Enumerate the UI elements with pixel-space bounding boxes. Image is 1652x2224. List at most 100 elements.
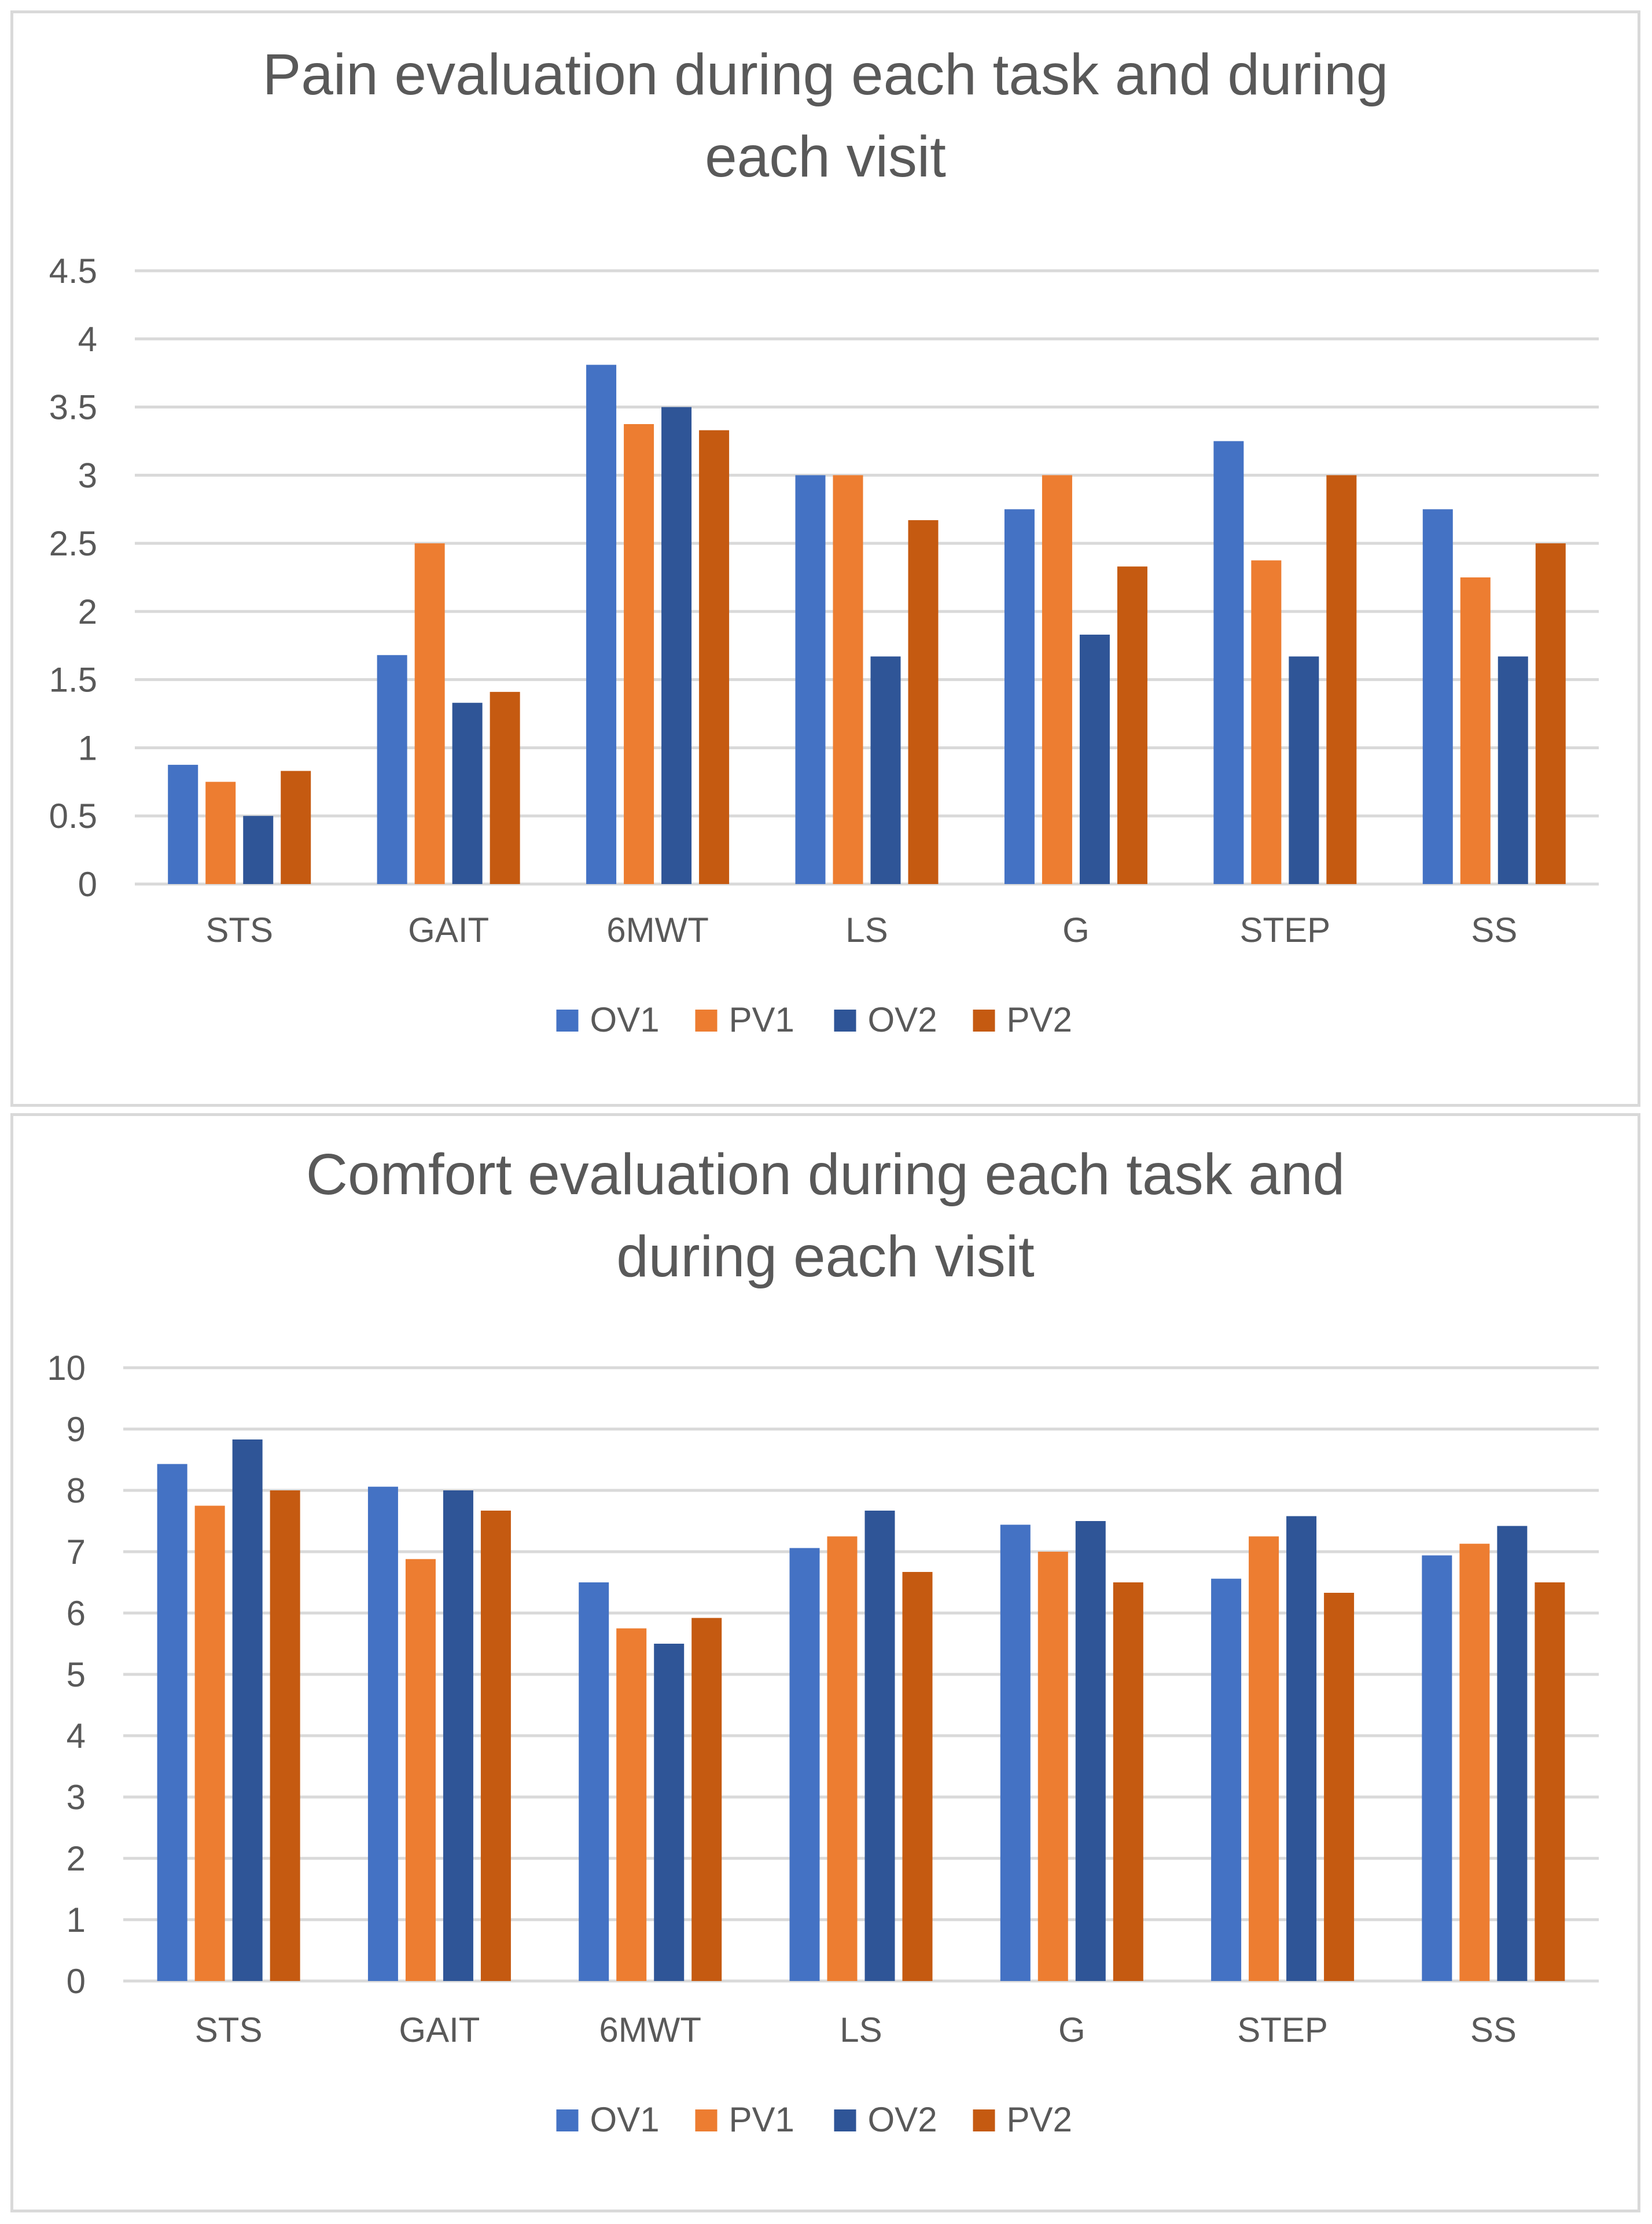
comfort-legend-swatch-pv1	[695, 2109, 718, 2131]
comfort-bar-ls-pv2	[902, 1571, 933, 1981]
pain-y-tick-label: 4.5	[49, 252, 97, 290]
pain-bar-sts-pv2	[281, 771, 311, 884]
pain-legend-label-ov2: OV2	[868, 1000, 937, 1039]
comfort-bar-g-pv1	[1037, 1552, 1068, 1981]
pain-y-tick-label: 4	[78, 320, 97, 359]
comfort-x-tick-label: STEP	[1237, 2011, 1328, 2049]
pain-x-tick-label: SS	[1471, 911, 1517, 949]
comfort-y-tick-label: 1	[67, 1901, 86, 1939]
comfort-chart-panel: Comfort evaluation during each task and d…	[10, 1113, 1640, 2212]
pain-bar-gait-pv2	[490, 691, 520, 884]
pain-bar-ls-ov1	[795, 475, 826, 884]
comfort-bar-6mwt-ov2	[654, 1644, 685, 1981]
comfort-y-tick-label: 2	[67, 1839, 86, 1878]
comfort-bar-ss-ov1	[1422, 1555, 1452, 1981]
pain-bar-gait-pv1	[414, 543, 445, 884]
comfort-bar-g-ov1	[1000, 1525, 1031, 1981]
comfort-legend-label-ov2: OV2	[868, 2100, 937, 2139]
pain-y-tick-label: 0.5	[49, 797, 97, 835]
pain-legend-label-ov1: OV1	[590, 1000, 660, 1039]
comfort-y-tick-label: 4	[67, 1717, 86, 1755]
comfort-chart: Comfort evaluation during each task and d…	[47, 1142, 1599, 2139]
pain-bar-ss-ov1	[1422, 509, 1453, 884]
pain-legend-swatch-ov1	[556, 1010, 579, 1032]
pain-legend-swatch-pv1	[695, 1010, 718, 1032]
pain-bar-ls-pv1	[833, 475, 863, 884]
pain-x-tick-label: G	[1062, 911, 1090, 949]
comfort-bar-step-ov1	[1211, 1578, 1242, 1981]
pain-y-tick-label: 3	[78, 456, 97, 495]
comfort-bar-ls-ov2	[864, 1510, 895, 1981]
pain-bar-ss-ov2	[1498, 656, 1528, 884]
comfort-bar-ss-ov2	[1497, 1526, 1528, 1981]
comfort-bar-sts-ov1	[157, 1464, 187, 1981]
comfort-y-tick-label: 10	[47, 1349, 86, 1387]
pain-x-tick-label: 6MWT	[606, 911, 709, 949]
comfort-y-tick-label: 0	[67, 1962, 86, 2001]
comfort-bar-step-pv2	[1324, 1593, 1355, 1981]
comfort-y-tick-label: 7	[67, 1533, 86, 1571]
comfort-x-tick-label: G	[1058, 2011, 1086, 2049]
pain-x-tick-label: LS	[845, 911, 888, 949]
pain-legend-swatch-pv2	[973, 1010, 995, 1032]
comfort-legend-swatch-ov2	[834, 2109, 856, 2131]
comfort-y-tick-label: 9	[67, 1410, 86, 1449]
pain-legend-label-pv1: PV1	[729, 1000, 794, 1039]
pain-y-tick-label: 3.5	[49, 388, 97, 427]
comfort-legend-label-pv2: PV2	[1007, 2100, 1072, 2139]
comfort-bar-g-ov2	[1075, 1521, 1106, 1981]
comfort-bar-step-ov2	[1286, 1516, 1317, 1981]
pain-bar-g-ov2	[1079, 634, 1110, 884]
pain-bar-ss-pv1	[1460, 577, 1491, 884]
pain-bar-gait-ov2	[452, 702, 483, 884]
pain-bar-gait-ov1	[377, 655, 407, 884]
comfort-bar-sts-ov2	[232, 1439, 263, 1981]
pain-chart: Pain evaluation during each task and dur…	[49, 42, 1599, 1039]
comfort-bar-gait-ov1	[367, 1486, 398, 1981]
pain-y-tick-label: 1	[78, 728, 97, 767]
pain-y-tick-label: 2.5	[49, 524, 97, 563]
comfort-y-tick-label: 6	[67, 1594, 86, 1633]
pain-bar-step-ov1	[1213, 441, 1244, 884]
pain-bar-step-pv2	[1326, 475, 1357, 884]
pain-chart-panel: Pain evaluation during each task and dur…	[10, 10, 1640, 1107]
pain-legend-swatch-ov2	[834, 1010, 856, 1032]
comfort-bar-6mwt-pv2	[691, 1618, 722, 1981]
pain-y-tick-label: 1.5	[49, 661, 97, 699]
comfort-bar-6mwt-pv1	[616, 1628, 647, 1981]
comfort-y-tick-label: 8	[67, 1471, 86, 1510]
pain-x-tick-label: GAIT	[408, 911, 489, 949]
comfort-bar-g-pv2	[1113, 1582, 1143, 1981]
comfort-bar-gait-pv2	[480, 1510, 511, 1981]
comfort-bar-ls-ov1	[789, 1548, 820, 1981]
comfort-legend-swatch-ov1	[556, 2109, 579, 2131]
pain-bar-6mwt-pv2	[699, 430, 730, 884]
comfort-bar-ss-pv2	[1535, 1582, 1565, 1981]
comfort-x-tick-label: 6MWT	[599, 2011, 701, 2049]
comfort-bar-ls-pv1	[827, 1536, 858, 1981]
comfort-legend-label-pv1: PV1	[729, 2100, 794, 2139]
comfort-bar-6mwt-ov1	[579, 1582, 609, 1981]
pain-bar-sts-ov1	[168, 764, 198, 884]
pain-bar-ls-pv2	[908, 520, 939, 884]
pain-y-tick-label: 2	[78, 592, 97, 631]
comfort-legend-label-ov1: OV1	[590, 2100, 660, 2139]
comfort-x-tick-label: LS	[840, 2011, 882, 2049]
pain-chart-title-line-2: each visit	[705, 124, 946, 189]
pain-bar-step-pv1	[1251, 560, 1282, 884]
pain-bar-ls-ov2	[870, 656, 901, 884]
pain-bar-6mwt-ov2	[661, 407, 692, 884]
pain-legend-label-pv2: PV2	[1007, 1000, 1072, 1039]
pain-x-tick-label: STEP	[1239, 911, 1330, 949]
comfort-x-tick-label: STS	[195, 2011, 263, 2049]
comfort-chart-title-line-2: during each visit	[616, 1224, 1035, 1289]
comfort-bar-sts-pv1	[194, 1505, 225, 1981]
pain-bar-ss-pv2	[1535, 543, 1566, 884]
comfort-bar-gait-pv1	[405, 1559, 436, 1981]
pain-bar-sts-pv1	[205, 782, 236, 884]
comfort-x-tick-label: GAIT	[399, 2011, 480, 2049]
comfort-bar-gait-ov2	[443, 1490, 473, 1981]
comfort-x-tick-label: SS	[1470, 2011, 1517, 2049]
pain-bar-step-ov2	[1289, 656, 1319, 884]
comfort-y-tick-label: 5	[67, 1655, 86, 1694]
